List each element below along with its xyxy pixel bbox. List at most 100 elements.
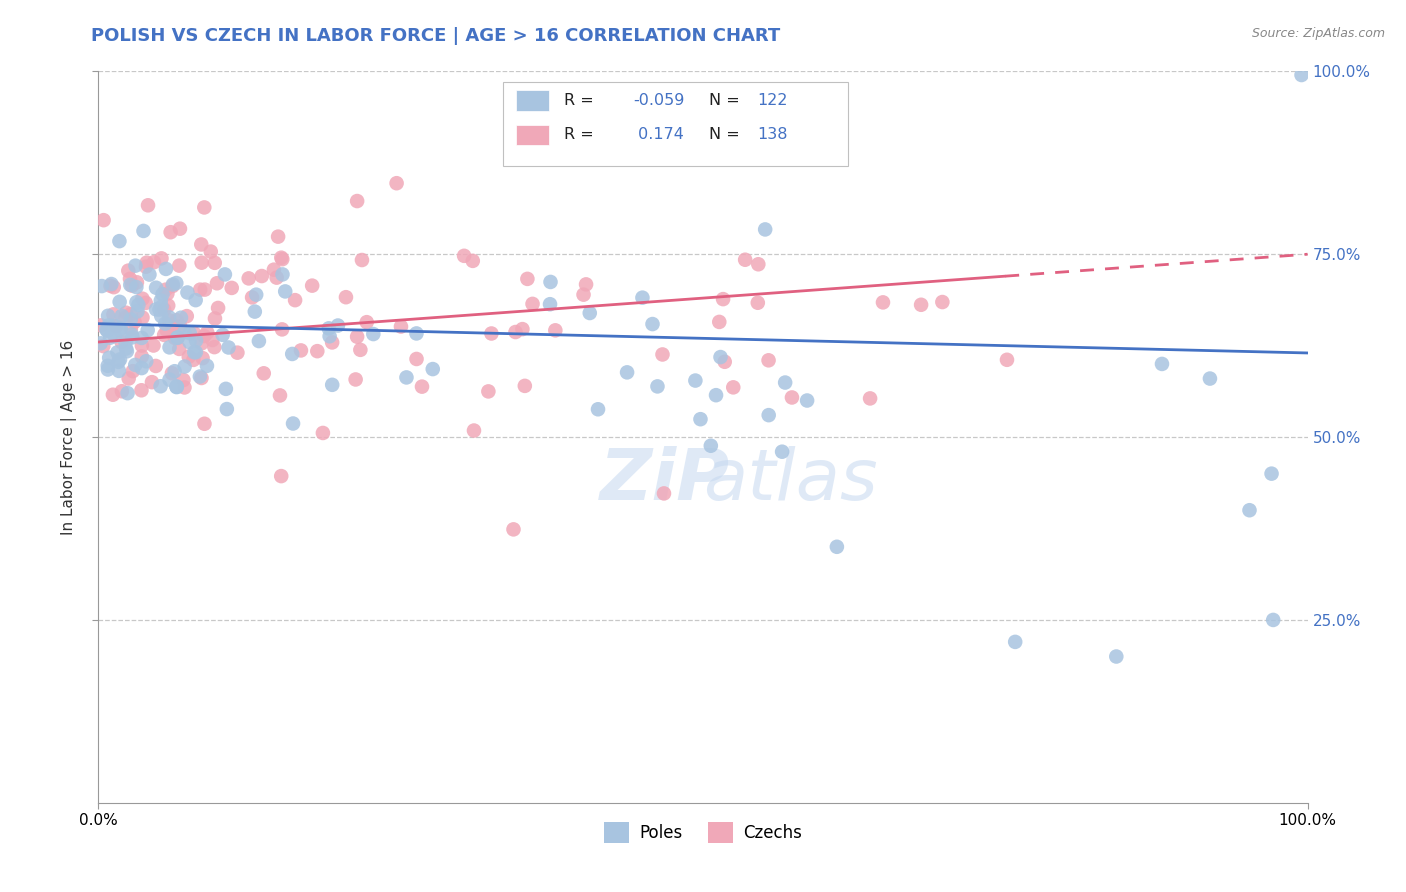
Point [274,285,297,299]
Point [344,372,367,386]
Point [502,522,524,536]
Point [271,322,294,336]
Legend: Poles, Czechs: Poles, Czechs [598,815,808,849]
Point [709,315,731,329]
Point [575,277,598,292]
Point [124,259,146,273]
Point [131,361,153,376]
Point [512,322,534,336]
Point [651,347,673,361]
Point [204,311,226,326]
Point [188,283,211,297]
Point [1239,503,1261,517]
Point [647,379,669,393]
Point [96,322,118,336]
Point [700,439,723,453]
FancyBboxPatch shape [503,82,848,167]
Point [173,325,195,339]
Point [136,323,159,337]
Point [1199,371,1222,385]
Point [773,376,796,390]
Point [522,297,544,311]
Text: Source: ZipAtlas.com: Source: ZipAtlas.com [1251,27,1385,40]
Text: ZiP: ZiP [600,447,730,516]
Text: N =: N = [709,93,740,108]
Point [127,298,149,312]
Point [349,343,371,357]
Point [135,354,157,368]
Point [281,417,304,431]
Point [758,353,780,368]
Point [240,290,263,304]
Point [544,323,567,337]
Point [1263,613,1285,627]
Point [513,379,536,393]
Point [131,338,153,352]
Point [120,312,142,326]
Point [238,271,260,285]
Point [481,326,503,341]
Point [995,352,1018,367]
Point [177,350,200,364]
Point [138,268,160,282]
Point [270,469,292,483]
Point [162,279,184,293]
Point [108,294,131,309]
Y-axis label: In Labor Force | Age > 16: In Labor Force | Age > 16 [60,340,77,534]
Point [267,229,290,244]
Point [307,344,329,359]
Point [105,319,128,334]
Point [108,234,131,248]
Point [155,317,177,331]
Point [115,306,138,320]
Point [118,371,141,385]
Point [97,359,120,373]
Point [131,331,153,345]
Point [321,335,343,350]
Point [118,272,141,286]
Point [166,380,188,394]
Point [100,277,122,291]
Point [98,331,121,345]
Point [631,291,654,305]
Point [107,355,129,369]
Point [149,379,172,393]
Point [166,330,188,344]
Point [910,298,932,312]
Point [153,327,176,342]
Point [190,255,212,269]
Point [159,373,181,387]
Point [96,324,118,338]
Point [411,379,433,393]
Point [114,335,136,350]
Point [346,329,368,343]
Point [169,259,191,273]
Point [159,340,181,354]
Point [108,323,131,337]
Point [124,358,146,372]
Point [127,304,149,318]
Point [709,350,731,364]
Point [115,342,138,356]
Point [188,369,211,384]
Point [453,249,475,263]
Point [121,364,143,378]
Point [176,309,198,323]
Point [163,331,186,345]
Point [214,268,236,282]
Point [405,351,427,366]
Point [152,287,174,301]
Point [859,392,882,406]
Point [356,315,378,329]
Point [166,331,188,345]
Point [516,272,538,286]
Point [477,384,499,399]
Point [120,307,142,321]
Point [326,318,349,333]
Point [157,313,180,327]
Point [191,351,214,366]
Point [156,286,179,301]
Point [101,388,124,402]
Point [159,225,181,239]
Text: R =: R = [564,93,593,108]
